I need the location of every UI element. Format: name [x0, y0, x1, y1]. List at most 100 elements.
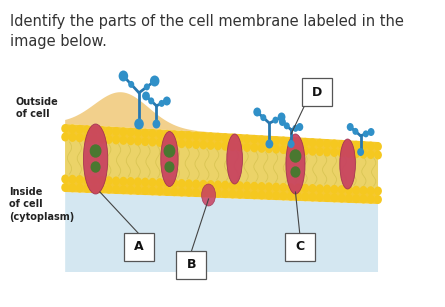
Circle shape	[287, 140, 295, 148]
Circle shape	[309, 184, 316, 193]
Circle shape	[185, 188, 193, 197]
Circle shape	[316, 139, 324, 148]
Circle shape	[272, 183, 280, 192]
Circle shape	[142, 91, 150, 100]
Circle shape	[69, 133, 77, 142]
Text: A: A	[134, 240, 144, 254]
Circle shape	[316, 184, 324, 193]
Circle shape	[221, 142, 229, 151]
Circle shape	[374, 150, 382, 160]
Circle shape	[61, 124, 69, 133]
Circle shape	[309, 147, 316, 156]
Circle shape	[374, 142, 382, 151]
Circle shape	[142, 137, 149, 146]
FancyBboxPatch shape	[176, 251, 206, 279]
Circle shape	[134, 177, 142, 186]
Circle shape	[374, 195, 382, 204]
Circle shape	[156, 178, 164, 187]
Circle shape	[150, 76, 159, 87]
Circle shape	[149, 186, 156, 195]
Circle shape	[360, 194, 368, 204]
Circle shape	[258, 191, 266, 200]
Circle shape	[236, 142, 244, 152]
Circle shape	[368, 128, 375, 136]
Circle shape	[278, 112, 285, 122]
Circle shape	[287, 183, 295, 192]
Circle shape	[119, 177, 127, 186]
Circle shape	[163, 178, 171, 187]
Circle shape	[214, 180, 222, 189]
Circle shape	[367, 186, 375, 195]
Text: C: C	[295, 240, 304, 254]
Polygon shape	[65, 192, 378, 272]
Circle shape	[251, 143, 258, 152]
Circle shape	[323, 185, 331, 193]
Circle shape	[258, 182, 266, 191]
Circle shape	[185, 131, 193, 140]
Circle shape	[258, 144, 266, 153]
Circle shape	[290, 150, 301, 162]
Circle shape	[287, 137, 295, 146]
Circle shape	[76, 175, 84, 184]
Circle shape	[91, 162, 100, 172]
Circle shape	[199, 132, 207, 141]
Circle shape	[221, 189, 229, 198]
Circle shape	[291, 167, 300, 177]
Circle shape	[338, 140, 346, 149]
Circle shape	[192, 140, 200, 149]
Circle shape	[156, 130, 164, 138]
Circle shape	[192, 131, 200, 141]
Circle shape	[127, 185, 134, 195]
Circle shape	[97, 134, 105, 144]
Circle shape	[301, 184, 309, 193]
Circle shape	[97, 185, 105, 193]
Circle shape	[90, 126, 98, 135]
Text: B: B	[186, 258, 196, 271]
Circle shape	[148, 97, 154, 104]
Circle shape	[214, 141, 222, 150]
Circle shape	[178, 139, 186, 148]
Circle shape	[221, 133, 229, 142]
Circle shape	[279, 183, 287, 192]
Circle shape	[119, 71, 128, 81]
Circle shape	[149, 138, 156, 146]
Circle shape	[97, 126, 105, 135]
Circle shape	[331, 148, 338, 157]
Circle shape	[178, 179, 186, 188]
Ellipse shape	[83, 124, 108, 194]
Circle shape	[90, 176, 98, 185]
Circle shape	[352, 141, 360, 150]
Circle shape	[347, 123, 354, 131]
Circle shape	[316, 147, 324, 156]
Circle shape	[316, 193, 324, 202]
Circle shape	[265, 136, 273, 145]
Circle shape	[323, 139, 331, 148]
Circle shape	[272, 136, 280, 145]
Circle shape	[134, 186, 142, 195]
Circle shape	[374, 186, 382, 196]
Circle shape	[105, 135, 113, 144]
Circle shape	[258, 135, 266, 144]
Circle shape	[90, 145, 101, 157]
Polygon shape	[65, 92, 378, 142]
Circle shape	[279, 118, 286, 126]
Circle shape	[170, 130, 178, 139]
Circle shape	[170, 179, 178, 188]
Circle shape	[260, 114, 267, 121]
Text: Inside
of cell
(cytoplasm): Inside of cell (cytoplasm)	[9, 187, 74, 222]
Circle shape	[199, 141, 207, 150]
Circle shape	[272, 117, 279, 124]
Circle shape	[165, 162, 174, 172]
Circle shape	[185, 179, 193, 188]
Circle shape	[338, 148, 346, 157]
Circle shape	[251, 190, 258, 199]
Circle shape	[156, 138, 164, 147]
Circle shape	[69, 175, 77, 184]
Circle shape	[214, 189, 222, 198]
Circle shape	[105, 176, 113, 185]
Circle shape	[207, 132, 214, 141]
Circle shape	[112, 127, 120, 136]
Circle shape	[243, 181, 251, 190]
Circle shape	[338, 194, 346, 203]
Circle shape	[207, 188, 214, 198]
